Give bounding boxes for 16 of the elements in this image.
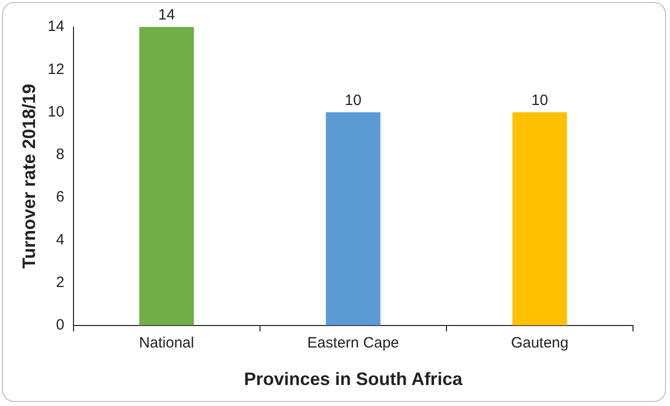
x-tick-label: Gauteng [510, 334, 568, 352]
y-tick-label: 6 [56, 188, 64, 206]
data-label: 14 [158, 6, 175, 24]
data-label: 10 [531, 92, 548, 109]
y-tick-label: 2 [56, 274, 64, 291]
x-tick-label: Eastern Cape [307, 334, 400, 352]
y-tick-label: 12 [48, 60, 64, 78]
y-axis-title: Turnover rate 2018/19 [18, 84, 39, 269]
y-tick-label: 4 [56, 231, 64, 248]
y-tick-label: 14 [48, 18, 64, 36]
x-tick-label: National [139, 334, 194, 352]
y-tick-label: 8 [56, 146, 64, 164]
y-tick-label: 0 [56, 316, 64, 334]
x-axis-title: Provinces in South Africa [244, 369, 464, 390]
data-label: 10 [344, 92, 362, 109]
y-tick-label: 10 [48, 103, 64, 120]
